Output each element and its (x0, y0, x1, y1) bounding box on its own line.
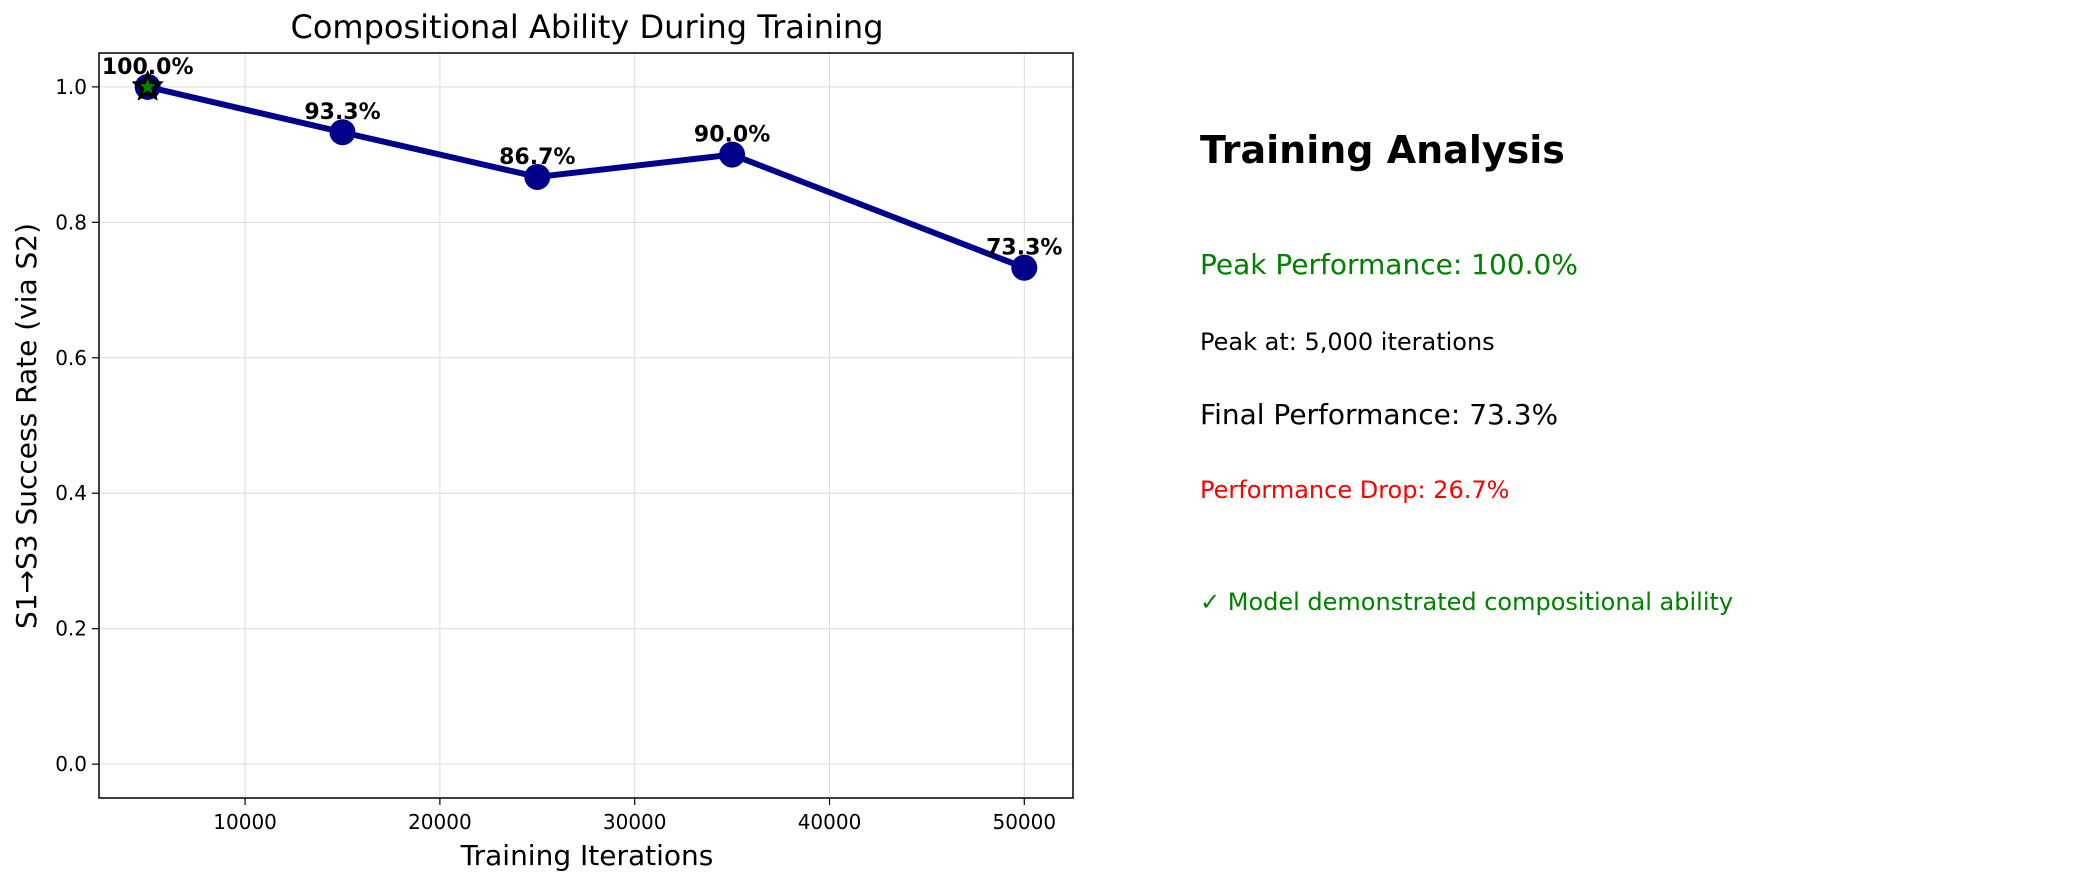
series-line (147, 83, 1026, 271)
data-point (719, 141, 746, 168)
axis-ticks: 10000 20000 30000 40000 50000 0.0 0.2 0.4 0.6 0.8… (55, 75, 1056, 834)
x-tick-label: 50000 (992, 810, 1056, 834)
x-tick-label: 20000 (408, 810, 472, 834)
x-axis-label: Training Iterations (460, 839, 714, 872)
data-point (524, 163, 551, 190)
peak-star-marker (140, 78, 156, 94)
data-label: 93.3% (304, 100, 380, 125)
series: 100.0%93.3%86.7%90.0%73.3% (102, 55, 1062, 281)
peak-performance-text: Peak Performance: 100.0% (1200, 248, 1578, 281)
y-tick-label: 0.4 (55, 481, 87, 505)
grid (99, 53, 1073, 798)
data-label: 86.7% (499, 145, 575, 170)
x-tick-label: 40000 (798, 810, 862, 834)
y-tick-label: 0.2 (55, 617, 87, 641)
conclusion-text: ✓ Model demonstrated compositional abili… (1200, 588, 1734, 616)
analysis-title: Training Analysis (1200, 128, 1565, 172)
data-point (329, 119, 356, 146)
performance-drop-text: Performance Drop: 26.7% (1200, 476, 1510, 504)
peak-at-text: Peak at: 5,000 iterations (1200, 328, 1495, 356)
final-performance-text: Final Performance: 73.3% (1200, 398, 1559, 431)
data-point (1011, 254, 1038, 281)
line-chart: 10000 20000 30000 40000 50000 0.0 0.2 0.4 0.6 0.8… (10, 8, 1074, 872)
data-label: 90.0% (694, 123, 770, 148)
y-tick-label: 0.8 (55, 210, 87, 234)
chart-title: Compositional Ability During Training (290, 8, 883, 46)
y-axis-label: S1→S3 Success Rate (via S2) (10, 223, 43, 629)
plot-frame (98, 52, 1074, 799)
x-tick-label: 10000 (213, 810, 277, 834)
y-tick-label: 0.6 (55, 346, 87, 370)
x-tick-label: 30000 (603, 810, 667, 834)
y-tick-label: 0.0 (55, 752, 87, 776)
data-label: 73.3% (986, 236, 1062, 261)
y-tick-label: 1.0 (55, 75, 87, 99)
